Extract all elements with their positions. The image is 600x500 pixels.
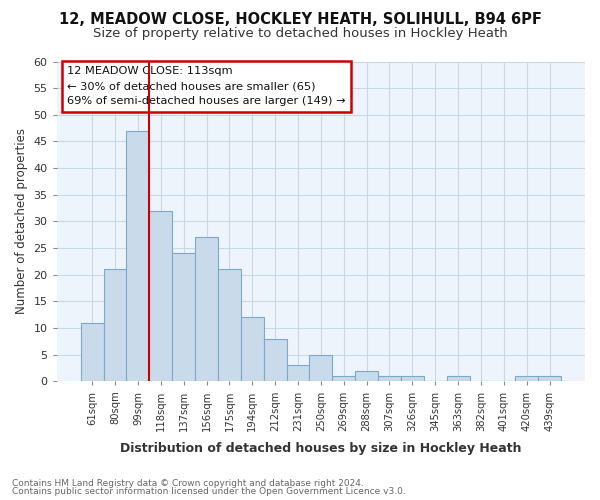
Bar: [81, 323, 104, 382]
Bar: [310, 355, 332, 382]
Text: 12 MEADOW CLOSE: 113sqm
← 30% of detached houses are smaller (65)
69% of semi-de: 12 MEADOW CLOSE: 113sqm ← 30% of detache…: [67, 66, 346, 106]
Text: Size of property relative to detached houses in Hockley Heath: Size of property relative to detached ho…: [92, 28, 508, 40]
Bar: [446, 376, 470, 382]
Bar: [263, 339, 287, 382]
Bar: [172, 254, 195, 382]
Bar: [149, 211, 172, 382]
X-axis label: Distribution of detached houses by size in Hockley Heath: Distribution of detached houses by size …: [120, 442, 521, 455]
Bar: [332, 376, 355, 382]
Bar: [218, 270, 241, 382]
Bar: [127, 131, 149, 382]
Bar: [355, 371, 378, 382]
Bar: [538, 376, 561, 382]
Bar: [104, 270, 127, 382]
Text: Contains public sector information licensed under the Open Government Licence v3: Contains public sector information licen…: [12, 487, 406, 496]
Bar: [515, 376, 538, 382]
Text: 12, MEADOW CLOSE, HOCKLEY HEATH, SOLIHULL, B94 6PF: 12, MEADOW CLOSE, HOCKLEY HEATH, SOLIHUL…: [59, 12, 541, 28]
Y-axis label: Number of detached properties: Number of detached properties: [15, 128, 28, 314]
Bar: [195, 238, 218, 382]
Text: Contains HM Land Registry data © Crown copyright and database right 2024.: Contains HM Land Registry data © Crown c…: [12, 478, 364, 488]
Bar: [401, 376, 424, 382]
Bar: [287, 366, 310, 382]
Bar: [378, 376, 401, 382]
Bar: [241, 318, 263, 382]
